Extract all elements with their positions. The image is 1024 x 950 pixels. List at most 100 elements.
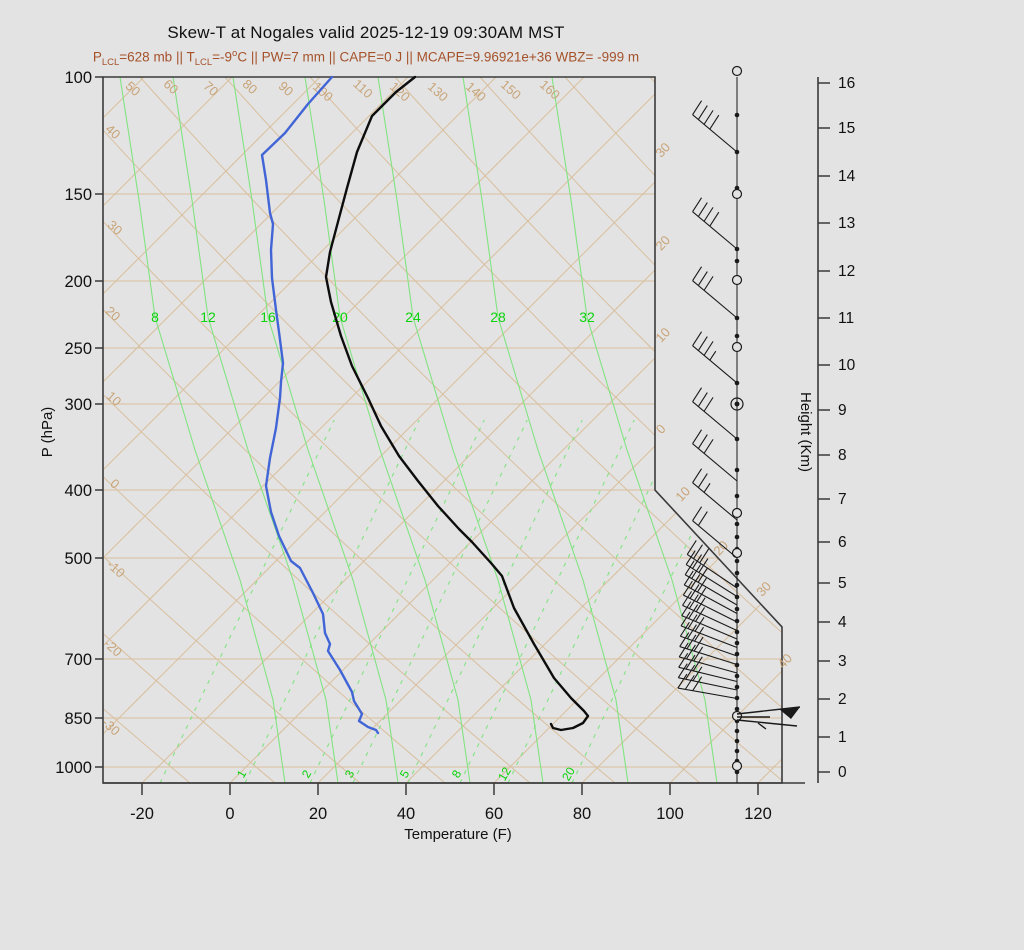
wind-level-dot	[734, 629, 740, 635]
svg-text:500: 500	[64, 550, 92, 568]
wind-barb	[682, 591, 738, 631]
svg-text:15: 15	[838, 120, 855, 137]
svg-text:0: 0	[107, 476, 122, 492]
svg-text:20: 20	[309, 805, 327, 823]
wind-barb	[692, 100, 738, 153]
wind-level-circle	[731, 65, 743, 77]
wind-level-dot	[734, 728, 740, 734]
svg-text:90: 90	[276, 78, 297, 99]
svg-text:2: 2	[838, 691, 847, 708]
wind-level-dot	[734, 684, 740, 690]
svg-text:40: 40	[397, 805, 415, 823]
svg-text:6: 6	[838, 534, 847, 551]
adiabat-labels-top: 50 60 70 80 90 100 110 120 130 140 150 160	[123, 76, 563, 104]
svg-text:70: 70	[201, 78, 222, 99]
svg-text:14: 14	[838, 168, 856, 185]
svg-text:3: 3	[838, 653, 847, 670]
temperature-curve	[324, 75, 590, 732]
svg-text:-20: -20	[130, 805, 154, 823]
temperature-axis: -20 0 20 40 60 80 100 120 Temperature (F)	[103, 782, 805, 843]
wind-barb	[686, 540, 738, 589]
pressure-axis-title: P (hPa)	[39, 407, 56, 458]
wind-level-dot	[734, 606, 740, 612]
svg-text:0: 0	[838, 764, 847, 781]
svg-text:1000: 1000	[55, 759, 92, 777]
subtitle-t-lcl: =628 mb || T	[119, 49, 195, 65]
wind-level-circle	[731, 547, 743, 559]
svg-text:200: 200	[64, 273, 92, 291]
wind-barb	[692, 387, 738, 440]
wind-barb	[680, 611, 738, 649]
wind-barb	[677, 663, 738, 691]
svg-text:11: 11	[838, 310, 854, 327]
svg-text:700: 700	[64, 651, 92, 669]
wind-level-dot	[734, 493, 740, 499]
plot-border	[102, 76, 783, 784]
svg-text:8: 8	[449, 767, 465, 780]
subtitle-indices: C || PW=7 mm || CAPE=0 J || MCAPE=9.9692…	[237, 49, 640, 65]
wind-level-circle	[731, 341, 743, 353]
svg-text:20: 20	[103, 303, 124, 324]
moist-adiabat-labels: 8 12 16 20 24 28 32	[151, 309, 595, 325]
wind-level-dot	[734, 558, 740, 564]
wind-level-dot	[734, 582, 740, 588]
height-axis-title: Height (Km)	[797, 392, 814, 472]
svg-text:150: 150	[498, 77, 524, 103]
svg-text:20: 20	[710, 538, 731, 559]
wind-barb	[692, 468, 738, 521]
isotherm-grid	[103, 77, 782, 783]
wind-level-circle	[731, 760, 743, 772]
svg-text:5: 5	[838, 575, 847, 592]
wind-level-dot	[734, 521, 740, 527]
chart-title: Skew-T at Nogales valid 2025-12-19 09:30…	[167, 23, 565, 42]
wind-level-circle	[731, 507, 743, 519]
wind-level-dot	[734, 570, 740, 576]
svg-text:4: 4	[838, 614, 847, 631]
svg-text:850: 850	[64, 710, 92, 728]
wind-barb	[692, 429, 738, 482]
svg-text:10: 10	[672, 484, 693, 505]
wind-barb	[692, 266, 738, 319]
wind-level-dot	[734, 112, 740, 118]
pressure-axis: 100 150 200 250 300 400 500 700 850 1000 P (hPa)	[39, 69, 103, 777]
wind-level-dot	[734, 534, 740, 540]
wind-barb	[683, 570, 738, 614]
svg-text:1: 1	[234, 767, 250, 780]
svg-text:30: 30	[105, 217, 126, 238]
svg-text:16: 16	[838, 75, 855, 92]
svg-text:24: 24	[405, 309, 421, 325]
wind-barb	[677, 673, 738, 700]
svg-text:60: 60	[161, 76, 182, 97]
svg-text:40: 40	[774, 651, 795, 672]
svg-text:30: 30	[753, 579, 774, 600]
wind-level-dot	[734, 618, 740, 624]
svg-text:2: 2	[299, 767, 315, 780]
wind-barbs	[677, 65, 801, 783]
wind-level-dot	[734, 258, 740, 264]
wind-level-circle	[731, 274, 743, 286]
wind-barb	[692, 197, 738, 250]
svg-text:100: 100	[64, 69, 92, 87]
wind-level-dot	[734, 467, 740, 473]
svg-text:150: 150	[64, 186, 92, 204]
svg-text:13: 13	[838, 215, 855, 232]
svg-text:-20: -20	[101, 636, 125, 660]
wind-barb	[682, 580, 738, 623]
wind-level-dot	[734, 673, 740, 679]
wind-barb	[684, 560, 738, 606]
mixing-ratio-lines	[159, 419, 747, 783]
wind-barb	[692, 506, 738, 559]
svg-text:0: 0	[225, 805, 234, 823]
svg-text:28: 28	[490, 309, 506, 325]
wind-level-dot	[734, 333, 740, 339]
svg-text:60: 60	[485, 805, 503, 823]
svg-text:40: 40	[103, 121, 124, 142]
svg-text:32: 32	[579, 309, 595, 325]
wind-barb	[678, 653, 738, 683]
svg-text:100: 100	[656, 805, 684, 823]
svg-text:10: 10	[104, 388, 125, 409]
svg-text:80: 80	[240, 76, 261, 97]
